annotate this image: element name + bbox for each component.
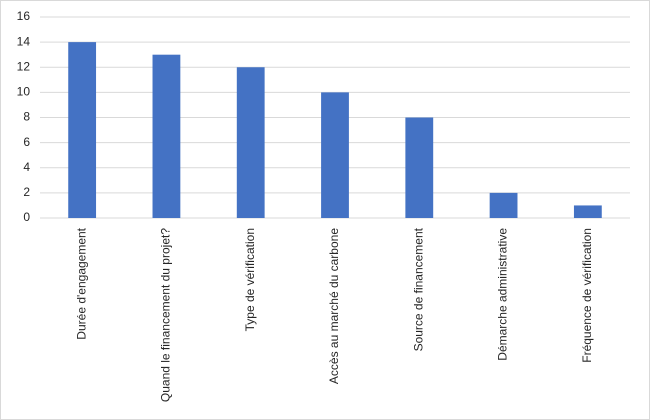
bar	[236, 67, 265, 218]
y-tick-label: 8	[23, 110, 30, 124]
y-tick-label: 0	[23, 210, 30, 224]
y-tick-label: 4	[23, 160, 30, 174]
y-tick-label: 6	[23, 135, 30, 149]
y-tick-label: 14	[17, 34, 31, 48]
bar	[68, 42, 97, 218]
x-tick-label: Source de financement	[411, 227, 425, 351]
x-tick-label: Fréquence de vérification	[580, 228, 594, 363]
bar	[489, 192, 518, 218]
y-tick-label: 16	[17, 9, 31, 23]
y-tick-label: 10	[17, 85, 31, 99]
x-tick-label: Quand le financement du projet?	[159, 228, 173, 402]
bar	[405, 117, 434, 218]
x-tick-label: Démarche administrative	[496, 228, 510, 361]
x-tick-label: Durée d'engagement	[74, 227, 88, 339]
bar	[321, 92, 349, 218]
x-tick-label: Type de vérification	[243, 228, 257, 331]
bar	[152, 54, 181, 218]
x-tick-label: Accès au marché du carbone	[327, 228, 341, 384]
y-tick-label: 2	[23, 185, 30, 199]
y-tick-label: 12	[17, 59, 31, 73]
bar	[573, 205, 602, 218]
